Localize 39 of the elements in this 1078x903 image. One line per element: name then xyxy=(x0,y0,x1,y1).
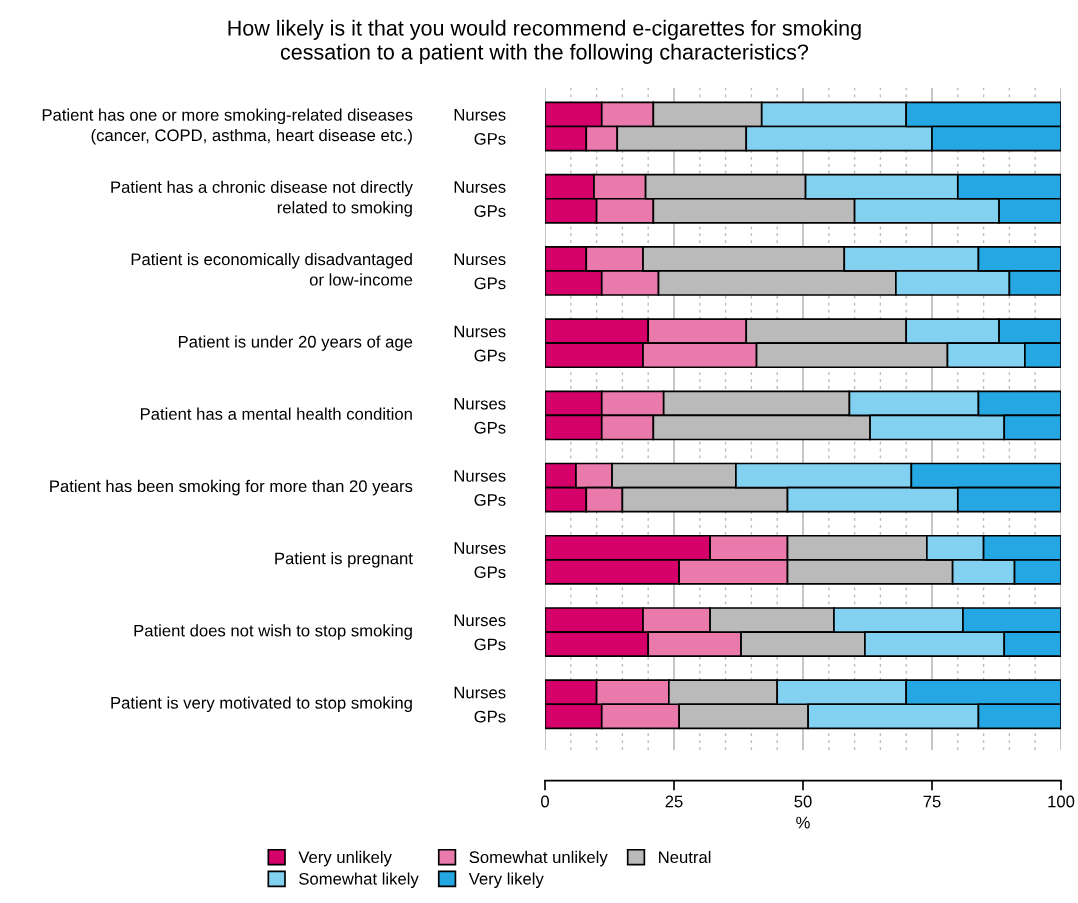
y-tick-label: Nurses xyxy=(454,686,506,699)
y-tick-label: Nurses xyxy=(454,470,506,482)
x-axis-title: % xyxy=(796,816,810,829)
y-tick-label: GPs xyxy=(474,132,506,145)
x-tick-label: 100 xyxy=(1048,795,1075,808)
y-tick-label: GPs xyxy=(474,421,506,434)
x-tick-label: 50 xyxy=(794,795,812,808)
x-tick-label: 75 xyxy=(923,795,941,808)
text: Patient is pregnant xyxy=(275,552,413,568)
text: Patient has a chronic disease not directly related to smoking xyxy=(111,180,413,217)
y-tick-label: Nurses xyxy=(454,542,506,554)
legend-label: Very unlikely xyxy=(298,850,392,867)
y-tick-label: Nurses xyxy=(454,614,506,627)
y-tick-label: Nurses xyxy=(454,253,506,266)
y-tick-label: GPs xyxy=(474,710,506,723)
legend-label: Somewhat unlikely xyxy=(469,850,608,867)
x-tick-label: 0 xyxy=(541,795,549,808)
text: Patient has been smoking for more than 20 years xyxy=(50,479,413,496)
y-tick-label: GPs xyxy=(474,277,506,290)
y-tick-label: GPs xyxy=(474,566,506,579)
text: Patient does not wish to stop smoking xyxy=(134,624,412,640)
text: Patient is economically disadvantaged or low-income xyxy=(131,253,413,286)
legend-label: Very likely xyxy=(468,872,544,888)
text: Patient is under 20 years of age xyxy=(178,335,413,351)
x-tick-label: 25 xyxy=(665,795,683,808)
text: Patient has a mental health condition xyxy=(140,407,412,420)
y-tick-label: GPs xyxy=(474,638,506,651)
legend-label: Somewhat likely xyxy=(299,872,419,888)
legend-label: Neutral xyxy=(659,850,711,864)
text: Patient is very motivated to stop smoking xyxy=(111,696,412,713)
y-tick-label: GPs xyxy=(474,494,506,506)
y-tick-label: GPs xyxy=(474,205,506,217)
y-tick-label: Nurses xyxy=(454,181,506,193)
y-tick-label: GPs xyxy=(474,349,506,362)
y-tick-label: Nurses xyxy=(454,397,506,410)
y-tick-label: Nurses xyxy=(454,109,506,121)
chart-title: How likely is it that you would recommend e-cigarettes for smoking cessation to a patient with the following characteristics? xyxy=(228,19,861,64)
y-tick-label: Nurses xyxy=(454,325,506,338)
text: Patient has one or more smoking-related diseases (cancer, COPD, asthma, heart disease etc.) xyxy=(42,108,413,145)
